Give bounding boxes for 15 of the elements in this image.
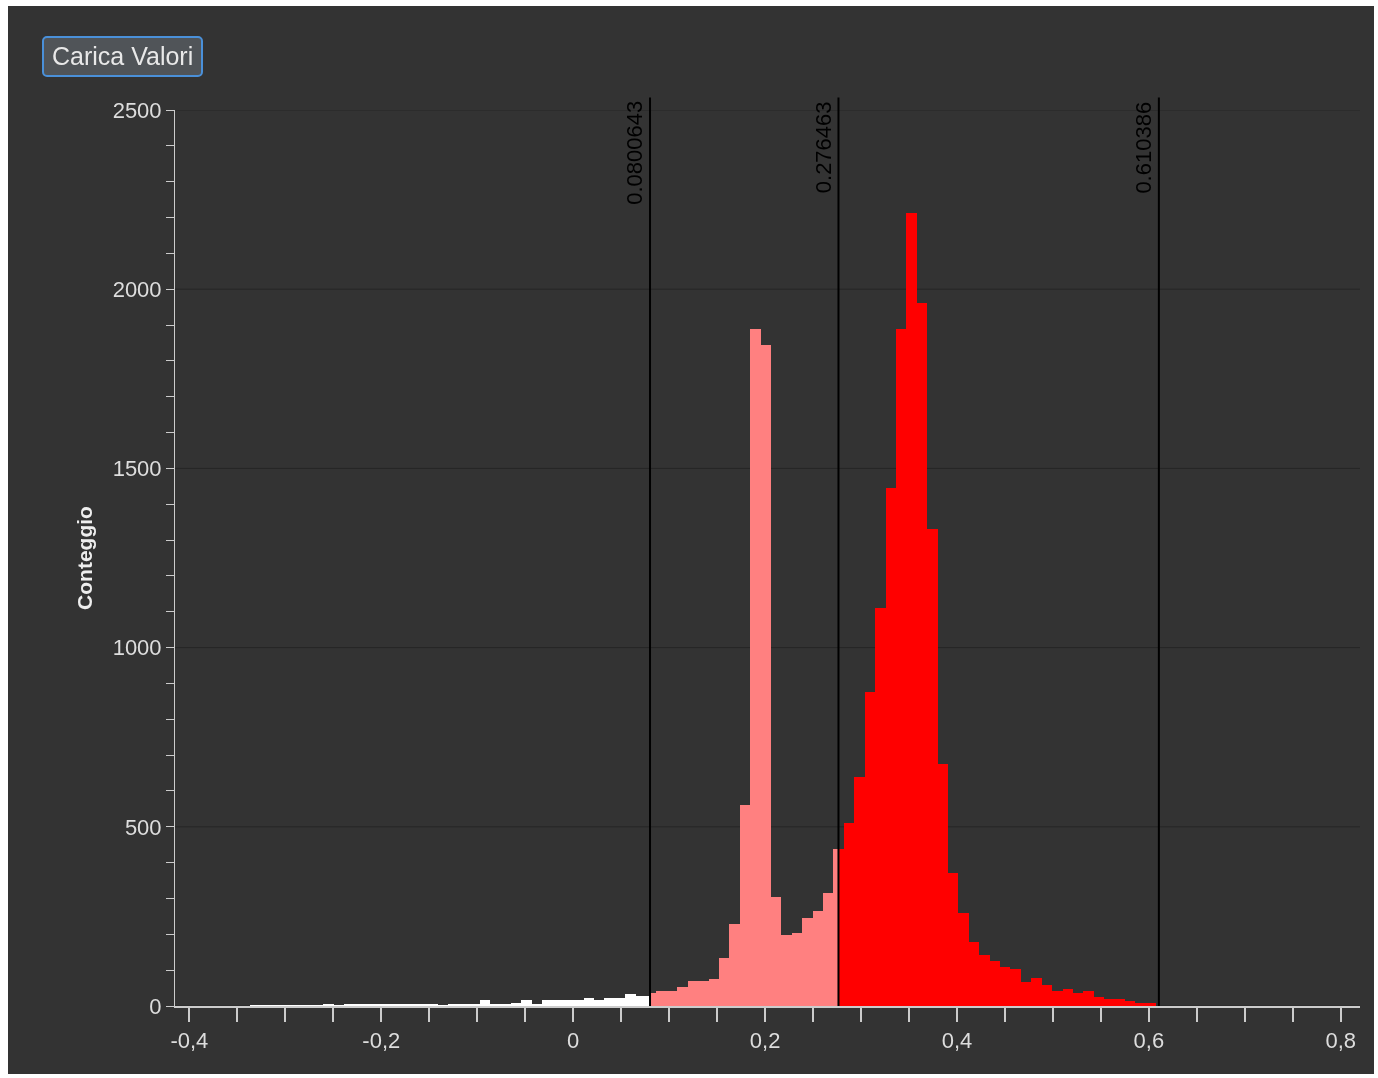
x-tick-label: 0 <box>567 1028 580 1054</box>
text: Carica Valori <box>42 36 204 77</box>
y-tick-label: 1500 <box>112 456 162 482</box>
x-tick-label: 0,8 <box>1325 1028 1357 1054</box>
y-tick-label: 1000 <box>112 635 162 661</box>
x-tick-label: -0,4 <box>170 1028 209 1054</box>
y-tick-label: 2500 <box>112 97 162 123</box>
x-tick-label: -0,2 <box>362 1028 401 1054</box>
y-tick-label: 0 <box>149 993 162 1019</box>
y-tick-label: 2000 <box>112 276 162 302</box>
y-tick-label: 500 <box>124 814 162 840</box>
x-tick-label: 0,4 <box>941 1028 973 1054</box>
y-axis-title: Conteggio <box>72 506 96 610</box>
x-tick-label: 0,6 <box>1133 1028 1165 1054</box>
x-tick-label: 0,2 <box>749 1028 781 1054</box>
